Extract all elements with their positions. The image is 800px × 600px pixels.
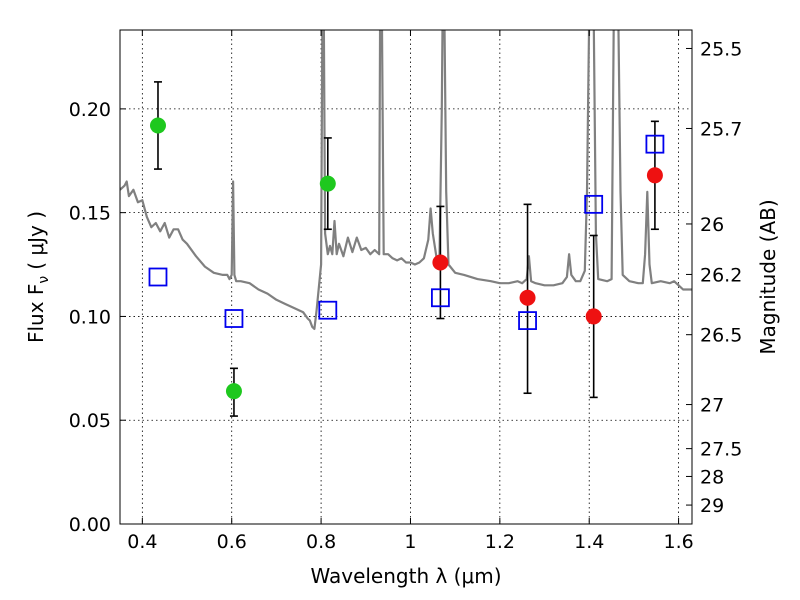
model-square — [431, 288, 450, 308]
data-point — [432, 254, 449, 271]
model-square — [518, 311, 537, 330]
y-axis-label-unit: ( μJy ) — [24, 211, 48, 270]
mag-tick-label: 28 — [700, 466, 724, 488]
x-tick-label: 0.6 — [217, 531, 247, 553]
grid-lines — [120, 30, 692, 525]
x-tick-label: 0.8 — [306, 531, 336, 553]
right-axis-label: Magnitude (AB) — [756, 199, 780, 354]
mag-tick-label: 29 — [700, 495, 724, 517]
x-tick-label: 1.4 — [574, 531, 604, 553]
mag-tick-label: 26.2 — [700, 264, 742, 286]
model-square — [645, 134, 665, 154]
y-tick-label: 0.10 — [69, 306, 111, 328]
data-point — [149, 117, 166, 134]
spectrum-line — [120, 30, 692, 330]
data-point — [585, 308, 602, 325]
x-tick-label: 1.6 — [663, 531, 693, 553]
mag-tick-label: 26.5 — [700, 325, 742, 347]
plot-area — [120, 30, 692, 417]
model-square — [584, 194, 604, 214]
x-axis-label: Wavelength λ (μm) — [310, 564, 501, 588]
mag-tick-label: 25.5 — [700, 38, 742, 60]
y-tick-label: 0.15 — [69, 203, 111, 225]
plot-frame — [119, 29, 693, 525]
mag-tick-label: 27 — [700, 395, 724, 417]
mag-tick-label: 27.5 — [700, 439, 742, 461]
model-square — [148, 267, 168, 287]
model-square — [224, 309, 244, 328]
x-tick-label: 1.2 — [485, 531, 515, 553]
axis-ticks — [120, 30, 692, 525]
axis-tick-labels: 0.4 0.6 0.8 1 1.2 1.4 1.6 0.00 0.05 0.10 0.15 0.20 2… — [69, 38, 743, 553]
data-point — [319, 175, 336, 192]
data-point — [519, 289, 536, 306]
y-axis-label-main: Flux F — [24, 284, 48, 343]
model-square — [318, 300, 338, 320]
y-tick-label: 0.00 — [69, 514, 111, 536]
data-point — [225, 383, 242, 400]
svg-text:Flux Fν( μJy ): Flux Fν ( μJy ) — [24, 211, 52, 343]
y-axis-label: Flux Fν ( μJy ) — [24, 211, 52, 343]
x-tick-label: 1 — [404, 531, 416, 553]
y-tick-label: 0.05 — [69, 410, 111, 432]
mag-tick-label: 25.7 — [700, 118, 742, 140]
y-axis-label-sub: ν — [36, 276, 52, 284]
mag-tick-label: 26 — [700, 214, 724, 236]
data-point — [646, 167, 663, 184]
x-tick-label: 0.4 — [127, 531, 157, 553]
y-tick-label: 0.20 — [69, 99, 111, 121]
